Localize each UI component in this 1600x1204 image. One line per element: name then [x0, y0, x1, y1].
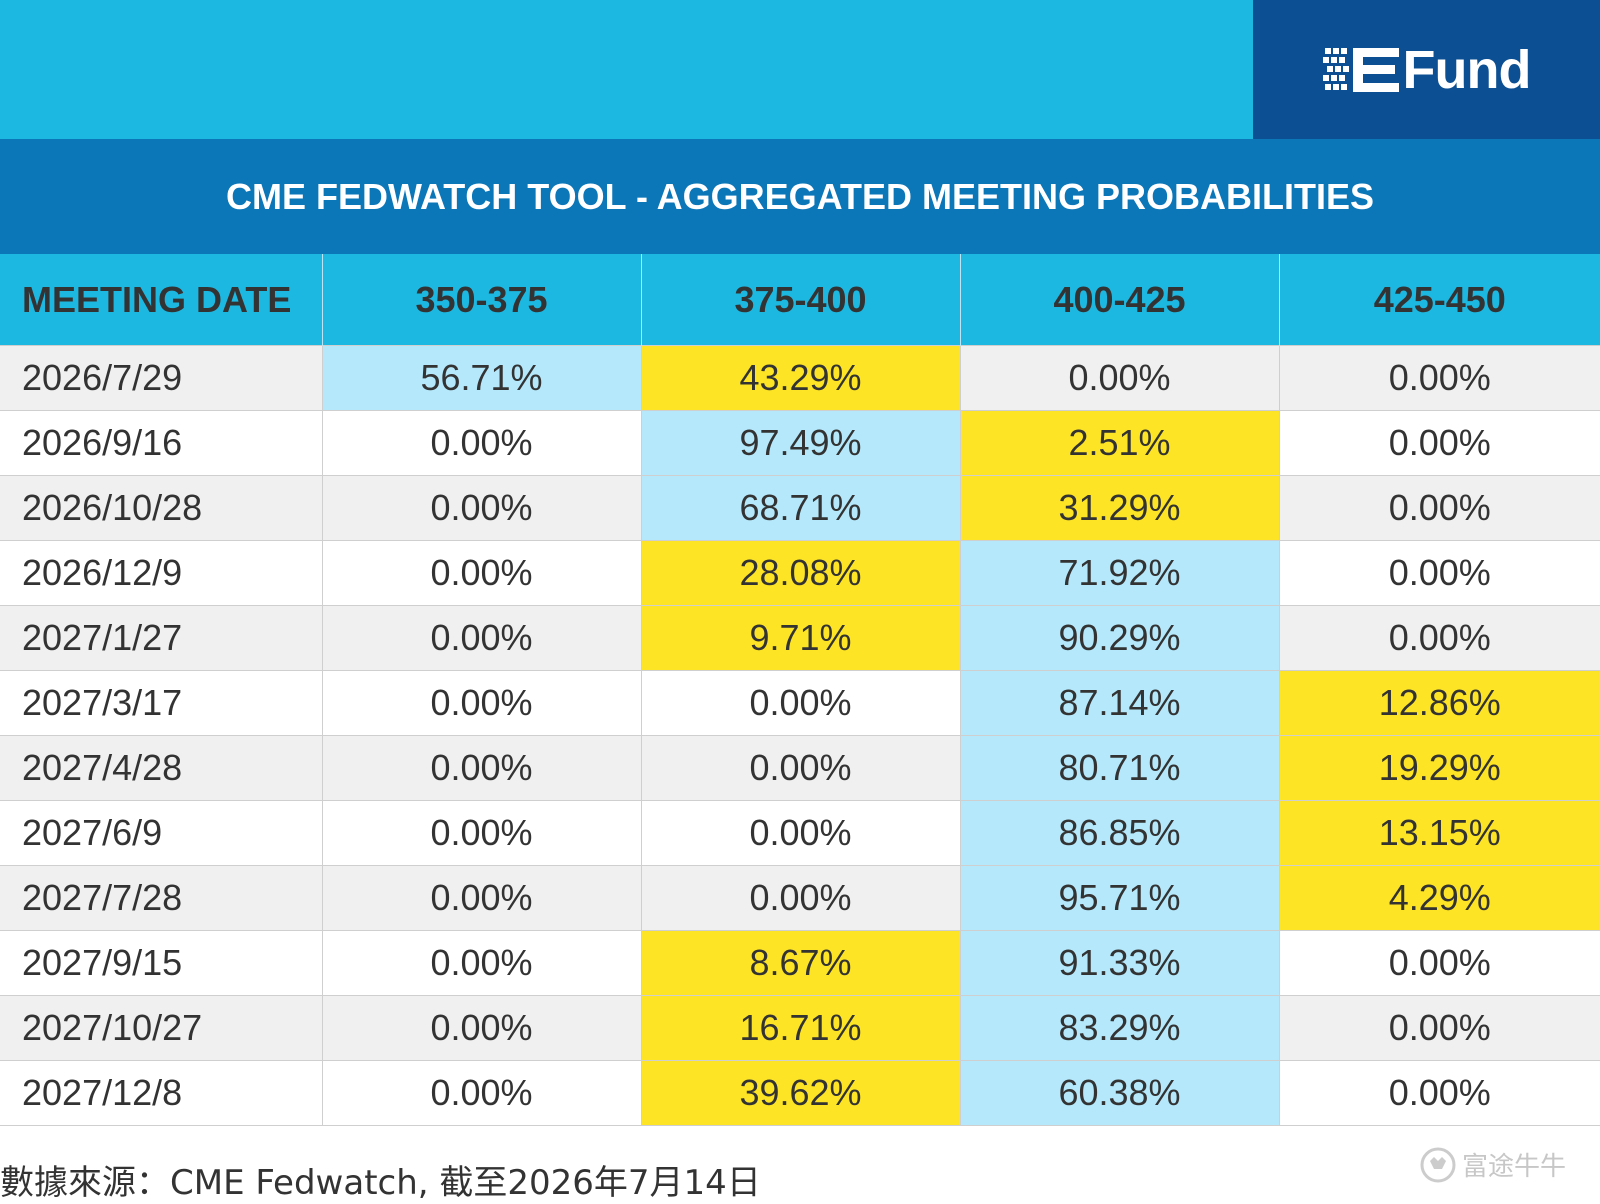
- probability-cell-400-425: 31.29%: [959, 475, 1279, 541]
- table-row: 2027/10/27 0.00% 16.71% 83.29% 0.00%: [0, 995, 1600, 1061]
- meeting-date-cell: 2026/10/28: [0, 475, 322, 541]
- probability-cell-375-400: 0.00%: [640, 800, 960, 866]
- probability-cell-425-450: 0.00%: [1278, 930, 1600, 996]
- probability-cell-375-400: 97.49%: [640, 410, 960, 476]
- title-bar: CME FEDWATCH TOOL - AGGREGATED MEETING P…: [0, 139, 1600, 254]
- futu-bull-icon: [1420, 1147, 1456, 1182]
- probability-cell-425-450: 0.00%: [1278, 995, 1600, 1061]
- logo-panel: Fund: [1253, 0, 1600, 139]
- probability-cell-350-375: 0.00%: [321, 735, 641, 801]
- probability-cell-350-375: 0.00%: [321, 670, 641, 736]
- meeting-date-cell: 2027/9/15: [0, 930, 322, 996]
- column-header-425-450: 425-450: [1278, 254, 1600, 346]
- probability-cell-400-425: 95.71%: [959, 865, 1279, 931]
- table-row: 2026/9/16 0.00% 97.49% 2.51% 0.00%: [0, 410, 1600, 476]
- meeting-date-cell: 2027/10/27: [0, 995, 322, 1061]
- efund-logo-icon: [1322, 47, 1399, 92]
- column-header-375-400: 375-400: [640, 254, 960, 346]
- probability-cell-375-400: 68.71%: [640, 475, 960, 541]
- probability-cell-400-425: 0.00%: [959, 345, 1279, 411]
- table-row: 2027/6/9 0.00% 0.00% 86.85% 13.15%: [0, 800, 1600, 866]
- probability-cell-425-450: 0.00%: [1278, 345, 1600, 411]
- table-row: 2027/4/28 0.00% 0.00% 80.71% 19.29%: [0, 735, 1600, 801]
- probability-cell-425-450: 0.00%: [1278, 475, 1600, 541]
- probability-cell-350-375: 56.71%: [321, 345, 641, 411]
- probability-cell-350-375: 0.00%: [321, 605, 641, 671]
- meeting-date-cell: 2026/9/16: [0, 410, 322, 476]
- meeting-date-cell: 2026/7/29: [0, 345, 322, 411]
- probability-cell-425-450: 0.00%: [1278, 1060, 1600, 1126]
- probability-cell-425-450: 0.00%: [1278, 540, 1600, 606]
- column-header-350-375: 350-375: [321, 254, 641, 346]
- probability-cell-375-400: 16.71%: [640, 995, 960, 1061]
- watermark-text: 富途牛牛: [1462, 1152, 1567, 1182]
- table-row: 2027/12/8 0.00% 39.62% 60.38% 0.00%: [0, 1060, 1600, 1126]
- table-row: 2027/9/15 0.00% 8.67% 91.33% 0.00%: [0, 930, 1600, 996]
- probability-cell-375-400: 9.71%: [640, 605, 960, 671]
- meeting-date-cell: 2027/3/17: [0, 670, 322, 736]
- probability-cell-375-400: 28.08%: [640, 540, 960, 606]
- table-row: 2026/12/9 0.00% 28.08% 71.92% 0.00%: [0, 540, 1600, 606]
- probability-cell-375-400: 0.00%: [640, 670, 960, 736]
- table-row: 2026/7/29 56.71% 43.29% 0.00% 0.00%: [0, 345, 1600, 411]
- probability-cell-400-425: 60.38%: [959, 1060, 1279, 1126]
- probability-cell-425-450: 12.86%: [1278, 670, 1600, 736]
- table-header-row: MEETING DATE 350-375 375-400 400-425 425…: [0, 254, 1600, 346]
- meeting-date-cell: 2027/6/9: [0, 800, 322, 866]
- probability-cell-350-375: 0.00%: [321, 540, 641, 606]
- meeting-date-cell: 2027/7/28: [0, 865, 322, 931]
- probability-cell-350-375: 0.00%: [321, 1060, 641, 1126]
- probability-cell-400-425: 83.29%: [959, 995, 1279, 1061]
- watermark: 富途牛牛: [1420, 1146, 1566, 1183]
- meeting-date-cell: 2027/4/28: [0, 735, 322, 801]
- probability-cell-400-425: 90.29%: [959, 605, 1279, 671]
- probability-cell-400-425: 91.33%: [959, 930, 1279, 996]
- column-header-meeting-date: MEETING DATE: [0, 254, 322, 346]
- probability-cell-350-375: 0.00%: [321, 800, 641, 866]
- meeting-date-cell: 2026/12/9: [0, 540, 322, 606]
- probability-cell-400-425: 87.14%: [959, 670, 1279, 736]
- efund-logo: Fund: [1322, 39, 1532, 100]
- probability-cell-400-425: 80.71%: [959, 735, 1279, 801]
- meeting-date-cell: 2027/12/8: [0, 1060, 322, 1126]
- probability-cell-425-450: 13.15%: [1278, 800, 1600, 866]
- probability-cell-400-425: 2.51%: [959, 410, 1279, 476]
- table-row: 2026/10/28 0.00% 68.71% 31.29% 0.00%: [0, 475, 1600, 541]
- table-row: 2027/1/27 0.00% 9.71% 90.29% 0.00%: [0, 605, 1600, 671]
- source-note: 數據來源：CME Fedwatch, 截至2026年7月14日: [0, 1163, 761, 1203]
- probability-table: MEETING DATE 350-375 375-400 400-425 425…: [0, 254, 1600, 1126]
- table-row: 2027/3/17 0.00% 0.00% 87.14% 12.86%: [0, 670, 1600, 736]
- probability-cell-425-450: 4.29%: [1278, 865, 1600, 931]
- probability-cell-375-400: 8.67%: [640, 930, 960, 996]
- probability-cell-375-400: 39.62%: [640, 1060, 960, 1126]
- probability-cell-375-400: 0.00%: [640, 735, 960, 801]
- probability-cell-350-375: 0.00%: [321, 995, 641, 1061]
- probability-cell-350-375: 0.00%: [321, 475, 641, 541]
- probability-cell-375-400: 0.00%: [640, 865, 960, 931]
- header-band: [0, 0, 1253, 139]
- probability-cell-400-425: 86.85%: [959, 800, 1279, 866]
- table-row: 2027/7/28 0.00% 0.00% 95.71% 4.29%: [0, 865, 1600, 931]
- meeting-date-cell: 2027/1/27: [0, 605, 322, 671]
- probability-cell-350-375: 0.00%: [321, 410, 641, 476]
- logo-text: Fund: [1402, 39, 1532, 100]
- table-body: 2026/7/29 56.71% 43.29% 0.00% 0.00% 2026/9/16…: [0, 345, 1600, 1126]
- probability-cell-425-450: 0.00%: [1278, 410, 1600, 476]
- probability-cell-350-375: 0.00%: [321, 865, 641, 931]
- probability-cell-425-450: 19.29%: [1278, 735, 1600, 801]
- table-title: CME FEDWATCH TOOL - AGGREGATED MEETING P…: [225, 175, 1374, 217]
- probability-cell-400-425: 71.92%: [959, 540, 1279, 606]
- probability-cell-425-450: 0.00%: [1278, 605, 1600, 671]
- probability-cell-350-375: 0.00%: [321, 930, 641, 996]
- column-header-400-425: 400-425: [959, 254, 1279, 346]
- probability-cell-375-400: 43.29%: [640, 345, 960, 411]
